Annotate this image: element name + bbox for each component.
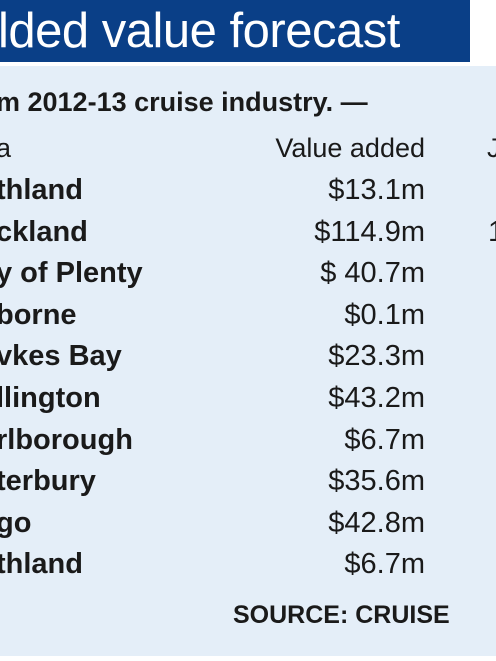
header-third-column: J [487,133,496,163]
table-row: borne $0.1m [0,296,496,334]
value-added-cell: $42.8m [328,506,425,539]
header-region: a [0,133,12,163]
value-added-cell: $13.1m [328,174,425,206]
region-label: y of Plenty [0,257,143,290]
region-label: thland [0,548,83,581]
value-added-cell: $0.1m [344,298,425,331]
value-added-cell: $43.2m [328,382,425,414]
value-added-cell: $23.3m [328,340,425,373]
table-panel: m 2012-13 cruise industry. — a Value add… [0,66,496,661]
source-note: SOURCE: CRUISE [233,601,450,629]
table-row: ckland $114.9m 1 [0,213,496,251]
chart-title: lded value forecast [0,4,400,58]
region-label: rlborough [0,423,133,456]
value-added-cell: $114.9m [314,215,425,248]
bottom-rule [0,656,496,661]
table-row: thland $13.1m [0,171,496,209]
table-row: rlborough $6.7m [0,421,496,459]
region-label: llington [0,382,101,414]
table-row: thland $6.7m [0,545,496,583]
title-banner-fill: lded value forecast [0,0,470,62]
table-row: y of Plenty $ 40.7m [0,254,496,292]
value-added-cell: $6.7m [344,548,425,581]
region-label: ckland [0,215,88,248]
table-row: vkes Bay $23.3m [0,337,496,375]
third-column-cell: 1 [488,213,496,251]
value-added-cell: $ 40.7m [320,257,425,290]
region-label: go [0,506,32,539]
title-banner: lded value forecast [0,0,496,66]
region-label: vkes Bay [0,340,122,373]
header-value-added: Value added [275,133,425,163]
region-label: borne [0,298,77,331]
value-added-cell: $35.6m [328,465,425,498]
table-row: llington $43.2m [0,379,496,417]
table-row: go $42.8m [0,504,496,542]
region-label: thland [0,174,83,206]
value-added-cell: $6.7m [344,423,425,456]
table-row: terbury $35.6m [0,462,496,500]
region-label: terbury [0,465,96,498]
chart-subtitle: m 2012-13 cruise industry. — [0,87,368,117]
